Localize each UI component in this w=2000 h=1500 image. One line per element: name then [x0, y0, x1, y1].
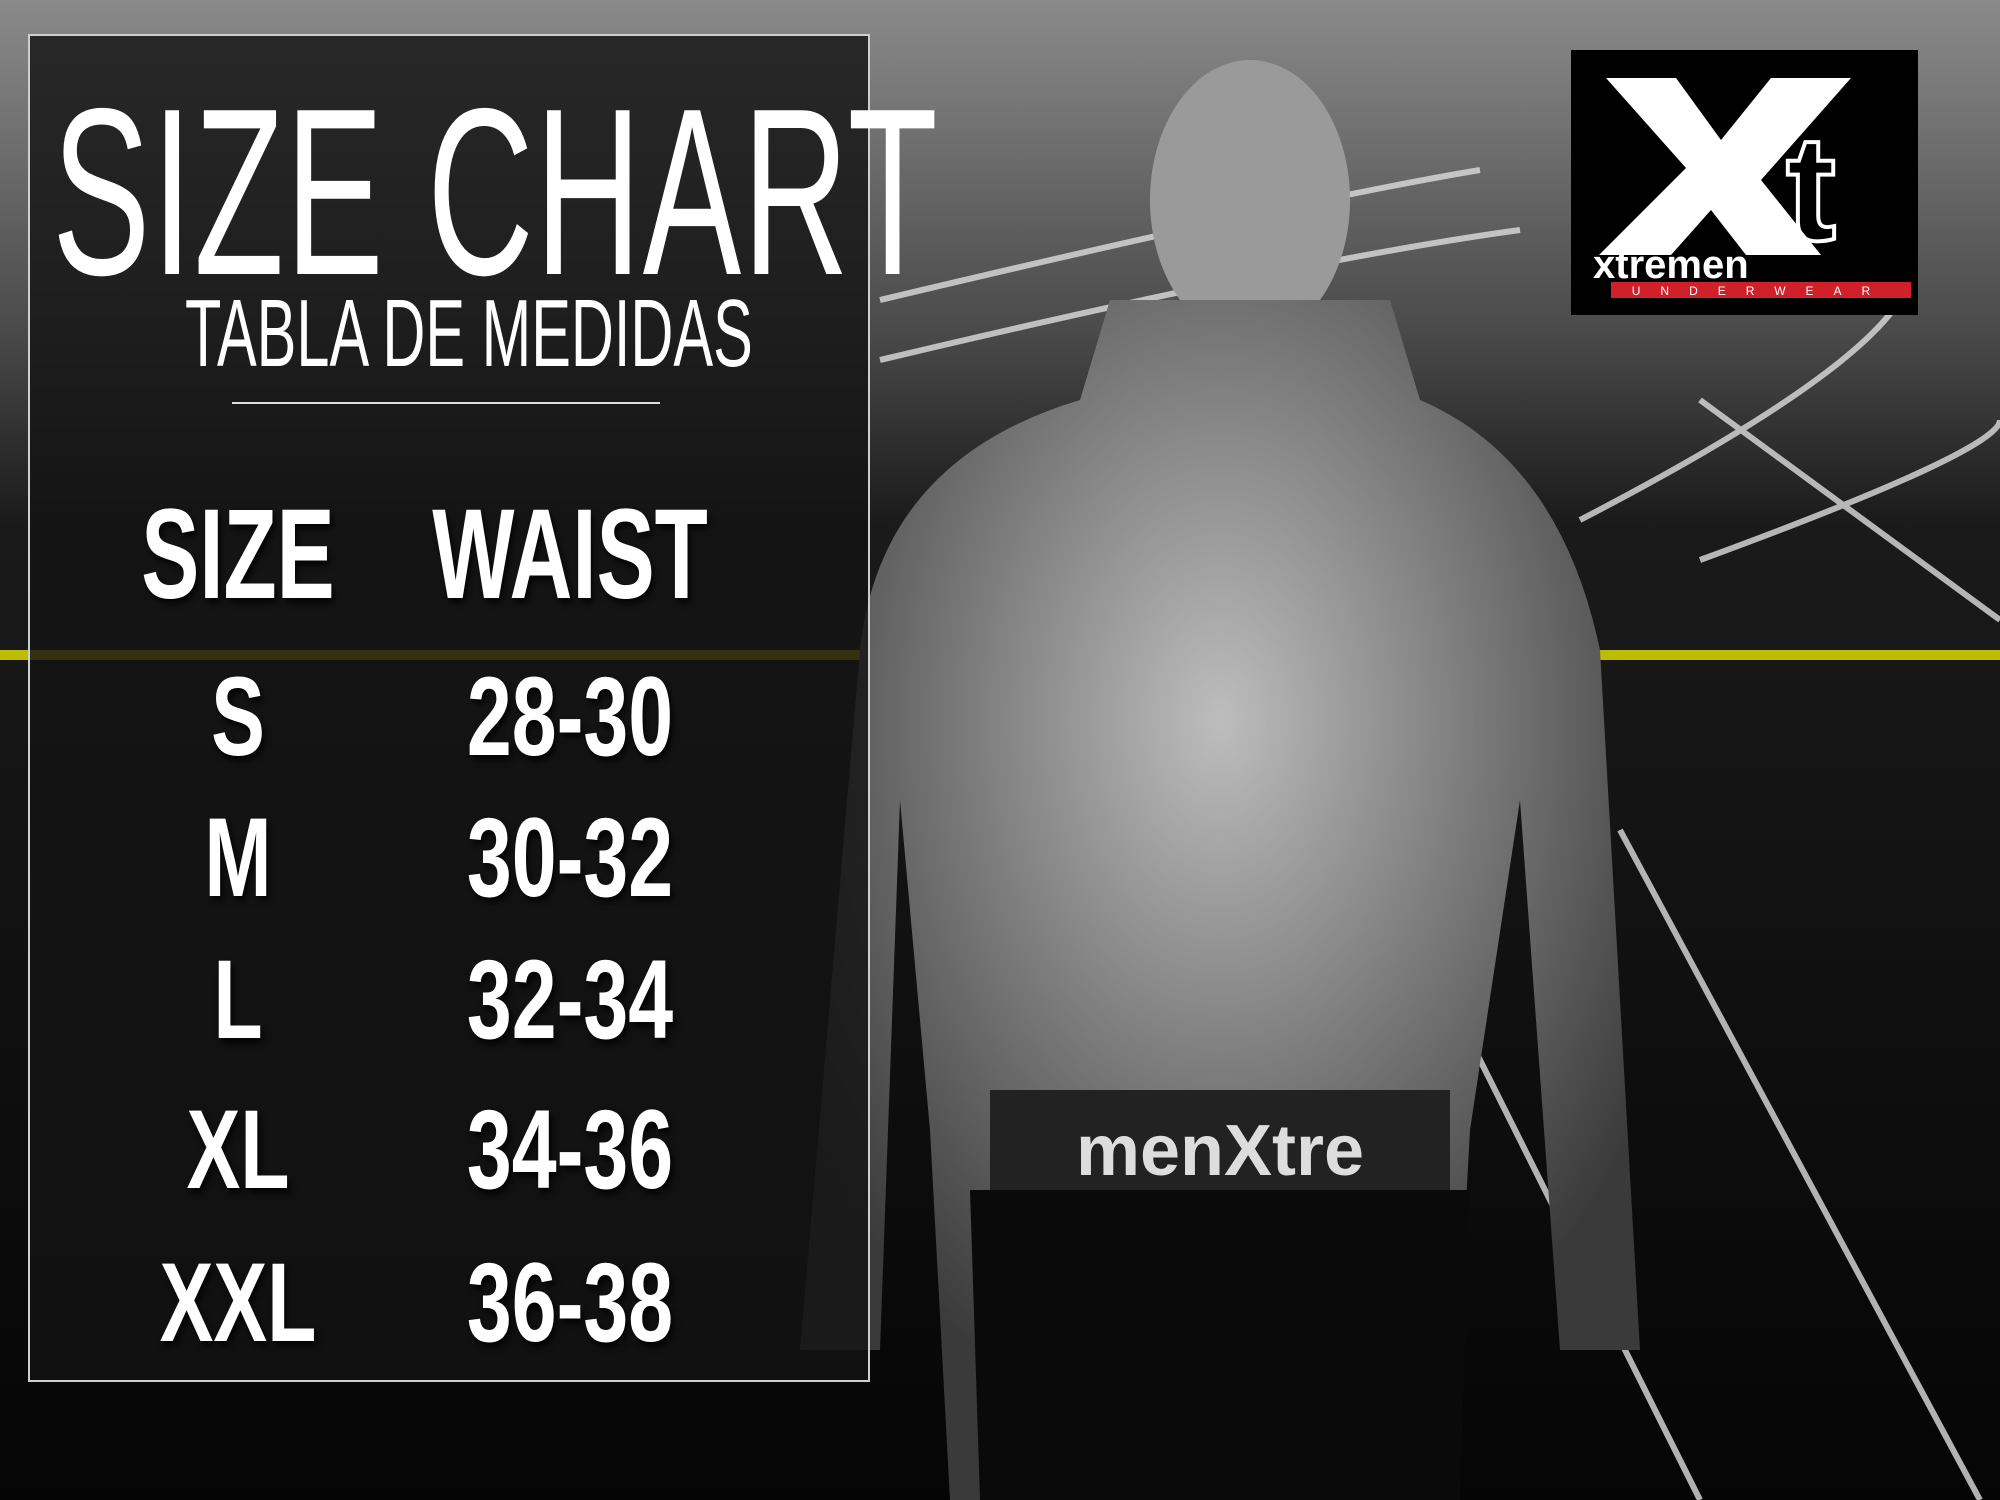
waist-cell: 30-32 — [466, 795, 674, 920]
size-cell: XL — [186, 1087, 290, 1212]
size-cell: S — [211, 654, 265, 779]
page-title: SIZE CHART — [52, 60, 939, 325]
waist-cell: 34-36 — [466, 1087, 674, 1212]
waist-cell: 28-30 — [466, 654, 674, 779]
logo-brand: xtremen — [1593, 243, 1749, 287]
page-subtitle: TABLA DE MEDIDAS — [185, 280, 753, 387]
size-cell: XXL — [159, 1240, 317, 1365]
waist-cell: 32-34 — [466, 937, 674, 1062]
header-waist: WAIST — [432, 483, 708, 626]
waist-cell: 36-38 — [466, 1240, 674, 1365]
size-cell: L — [213, 937, 263, 1062]
waistband-text: menXtre — [1076, 1111, 1364, 1191]
model-figure — [800, 60, 1640, 1500]
svg-text:t: t — [1786, 104, 1836, 272]
logo-tagline: UNDERWEAR — [1632, 284, 1890, 298]
size-cell: M — [204, 795, 272, 920]
size-chart-panel: SIZE CHART TABLA DE MEDIDAS SIZE WAIST S… — [28, 34, 938, 1382]
brand-logo: t xtremen UNDERWEAR — [1571, 50, 1918, 315]
header-size: SIZE — [141, 483, 335, 626]
divider — [232, 402, 660, 404]
